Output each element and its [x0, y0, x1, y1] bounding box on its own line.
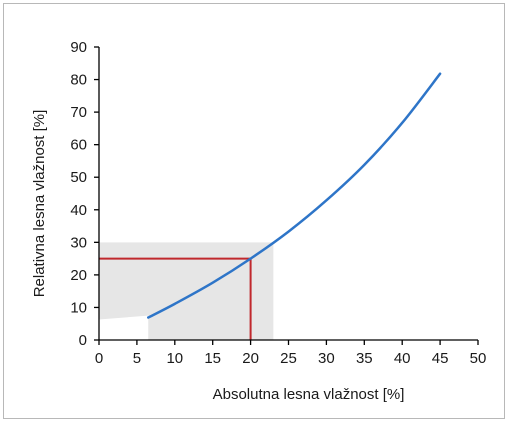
x-tick-label: 20 — [242, 350, 259, 367]
y-tick-label: 60 — [70, 137, 87, 154]
x-axis-title: Absolutna lesna vlažnost [%] — [213, 386, 405, 403]
y-axis-title: Relativna lesna vlažnost [%] — [31, 110, 48, 298]
axes-group — [94, 46, 479, 345]
y-tick-label: 10 — [70, 299, 87, 316]
highlight-region — [99, 242, 274, 340]
x-tick-label: 40 — [394, 350, 411, 367]
reference-lines-group — [99, 257, 252, 340]
x-tick-label: 50 — [470, 350, 487, 367]
y-tick-label: 20 — [70, 267, 87, 284]
x-tick-label: 0 — [95, 350, 103, 367]
series-group — [147, 72, 442, 319]
x-tick-label: 45 — [432, 350, 449, 367]
y-tick-label: 30 — [70, 234, 87, 251]
series-line-0 — [147, 72, 442, 319]
x-tick-label: 30 — [318, 350, 335, 367]
chart-frame: 0 10 20 30 40 50 60 70 80 90 0 5 10 15 20 25 30 35 40 45 50… — [3, 3, 505, 419]
x-tick-label: 35 — [356, 350, 373, 367]
highlight-region-group — [99, 242, 274, 340]
y-tick-label: 40 — [70, 202, 87, 219]
x-tick-label: 25 — [280, 350, 297, 367]
y-tick-labels: 0 10 20 30 40 50 60 70 80 90 — [70, 39, 87, 349]
y-tick-label: 80 — [70, 72, 87, 89]
x-tick-label: 5 — [133, 350, 141, 367]
x-tick-labels: 0 5 10 15 20 25 30 35 40 45 50 — [95, 350, 487, 367]
x-tick-label: 10 — [166, 350, 183, 367]
y-tick-label: 70 — [70, 104, 87, 121]
chart-svg: 0 10 20 30 40 50 60 70 80 90 0 5 10 15 20 25 30 35 40 45 50… — [31, 39, 487, 403]
y-tick-label: 50 — [70, 169, 87, 186]
y-tick-label: 0 — [79, 332, 87, 349]
y-tick-label: 90 — [70, 39, 87, 56]
x-tick-label: 15 — [204, 350, 221, 367]
